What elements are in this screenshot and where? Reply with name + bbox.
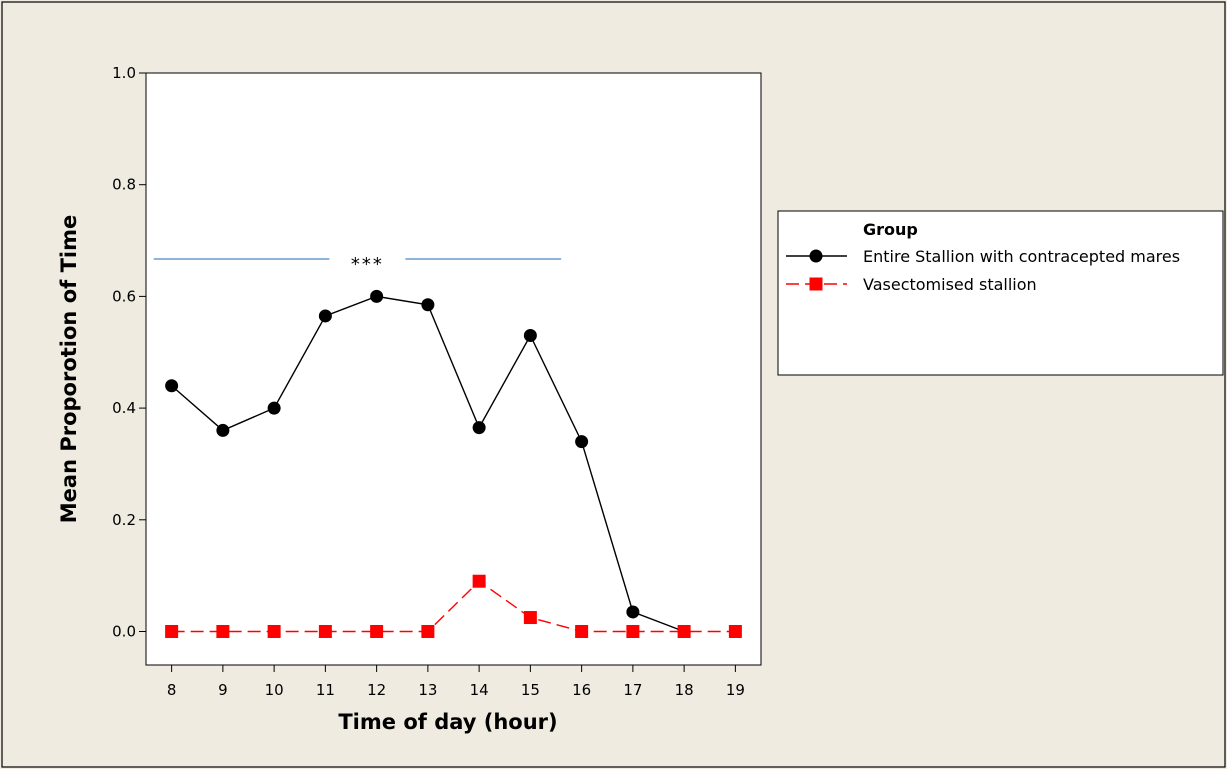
legend-entries: Entire Stallion with contracepted mares V…: [786, 247, 1180, 294]
legend-box: [777, 210, 1224, 376]
data-point: [575, 624, 589, 638]
legend: Group Entire Stallion with contracepted …: [777, 210, 1224, 376]
data-point: [318, 309, 332, 323]
y-tick-label: 0.6: [112, 287, 136, 305]
legend-marker: [809, 249, 823, 263]
series-line-1: [171, 580, 736, 633]
data-point: [626, 624, 640, 638]
data-point: [267, 624, 281, 638]
y-tick-label: 0.2: [112, 511, 136, 529]
y-tick-label: 0.4: [112, 399, 136, 417]
x-axis-title: Time of day (hour): [338, 710, 557, 734]
data-point: [472, 574, 486, 588]
data-point: [523, 611, 537, 625]
data-point: [728, 624, 742, 638]
legend-label: Vasectomised stallion: [863, 275, 1037, 294]
y-axis-title: Mean Proporotion of Time: [57, 215, 81, 523]
data-point: [165, 624, 179, 638]
series-layer: [165, 289, 742, 638]
data-point: [216, 423, 230, 437]
annotations: ***: [153, 254, 562, 275]
data-point: [421, 624, 435, 638]
x-tick-label: 18: [675, 681, 694, 699]
data-point: [626, 605, 640, 619]
data-point: [523, 328, 537, 342]
y-tick-label: 0.8: [112, 176, 136, 194]
data-point: [216, 624, 230, 638]
data-point: [165, 379, 179, 393]
y-axis: 0.0 0.2 0.4 0.6 0.8 1.0: [112, 64, 146, 640]
x-axis: 8 9 10 11 12 13 14 15 16 17 18 19: [167, 665, 745, 699]
legend-title: Group: [863, 220, 918, 239]
x-tick-label: 14: [470, 681, 489, 699]
data-point: [267, 401, 281, 415]
x-tick-label: 11: [316, 681, 335, 699]
x-tick-label: 9: [218, 681, 228, 699]
data-point: [318, 624, 332, 638]
x-tick-label: 12: [367, 681, 386, 699]
x-tick-label: 19: [726, 681, 745, 699]
x-tick-label: 10: [265, 681, 284, 699]
x-tick-label: 13: [418, 681, 437, 699]
legend-marker: [809, 277, 823, 291]
data-point: [677, 624, 691, 638]
x-tick-label: 15: [521, 681, 540, 699]
x-tick-label: 17: [623, 681, 642, 699]
data-point: [472, 421, 486, 435]
y-tick-label: 1.0: [112, 64, 136, 82]
x-tick-label: 16: [572, 681, 591, 699]
legend-label: Entire Stallion with contracepted mares: [863, 247, 1180, 266]
data-point: [370, 624, 384, 638]
plot-area: [145, 72, 762, 666]
significance-stars: ***: [351, 254, 384, 275]
data-point: [421, 298, 435, 312]
y-tick-label: 0.0: [112, 622, 136, 640]
x-tick-label: 8: [167, 681, 177, 699]
data-point: [370, 289, 384, 303]
data-point: [575, 435, 589, 449]
